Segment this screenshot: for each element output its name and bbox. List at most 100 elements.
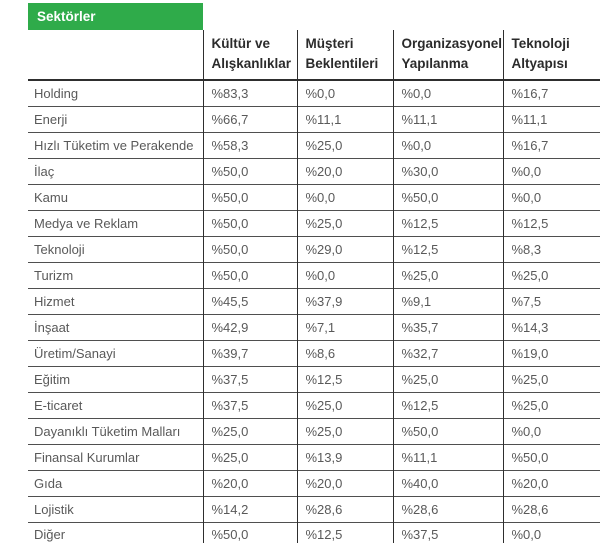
value-cell: %50,0 — [202, 521, 297, 543]
sector-name-cell: Lojistik — [28, 495, 203, 522]
table-row: Diğer %50,0 %12,5 %37,5 %0,0 — [28, 521, 600, 543]
value-cell: %12,5 — [296, 521, 393, 543]
value-cell: %20,0 — [296, 157, 393, 184]
sectors-table: Kültür ve Alışkanlıklar Müşteri Beklenti… — [28, 30, 600, 543]
value-cell: %29,0 — [296, 235, 393, 262]
value-cell: %50,0 — [392, 183, 503, 210]
value-cell: %25,0 — [296, 209, 393, 236]
sector-name-cell: İlaç — [28, 157, 203, 184]
value-cell: %25,0 — [296, 391, 393, 418]
value-cell: %0,0 — [502, 183, 600, 210]
value-cell: %12,5 — [392, 391, 503, 418]
value-cell: %0,0 — [392, 79, 503, 106]
value-cell: %0,0 — [296, 183, 393, 210]
value-cell: %50,0 — [202, 183, 297, 210]
value-cell: %50,0 — [392, 417, 503, 444]
value-cell: %25,0 — [296, 417, 393, 444]
table-row: Dayanıklı Tüketim Malları %25,0 %25,0 %50,0… — [28, 417, 600, 444]
sectors-table-block: Sektörler Kültür ve Alışkanlıklar Müşter… — [28, 3, 600, 543]
value-cell: %11,1 — [392, 105, 503, 132]
value-cell: %20,0 — [202, 469, 297, 496]
sector-name-cell: Eğitim — [28, 365, 203, 392]
value-cell: %39,7 — [202, 339, 297, 366]
value-cell: %25,0 — [502, 261, 600, 288]
table-row: E-ticaret %37,5 %25,0 %12,5 %25,0 — [28, 391, 600, 418]
value-cell: %11,1 — [502, 105, 600, 132]
value-cell: %20,0 — [502, 469, 600, 496]
value-cell: %0,0 — [296, 261, 393, 288]
sector-name-cell: Kamu — [28, 183, 203, 210]
value-cell: %0,0 — [502, 417, 600, 444]
value-cell: %16,7 — [502, 79, 600, 106]
column-header-kultur: Kültür ve Alışkanlıklar — [202, 30, 297, 81]
value-cell: %50,0 — [202, 261, 297, 288]
table-row: Üretim/Sanayi %39,7 %8,6 %32,7 %19,0 — [28, 339, 600, 366]
table-row: Gıda %20,0 %20,0 %40,0 %20,0 — [28, 469, 600, 496]
value-cell: %50,0 — [202, 235, 297, 262]
sector-name-cell: Finansal Kurumlar — [28, 443, 203, 470]
sector-name-cell: Teknoloji — [28, 235, 203, 262]
value-cell: %58,3 — [202, 131, 297, 158]
table-row: Teknoloji %50,0 %29,0 %12,5 %8,3 — [28, 235, 600, 262]
value-cell: %13,9 — [296, 443, 393, 470]
sector-name-cell: Üretim/Sanayi — [28, 339, 203, 366]
value-cell: %25,0 — [502, 365, 600, 392]
value-cell: %11,1 — [392, 443, 503, 470]
value-cell: %25,0 — [202, 443, 297, 470]
value-cell: %7,5 — [502, 287, 600, 314]
value-cell: %9,1 — [392, 287, 503, 314]
sector-name-cell: Gıda — [28, 469, 203, 496]
value-cell: %14,2 — [202, 495, 297, 522]
table-row: İlaç %50,0 %20,0 %30,0 %0,0 — [28, 157, 600, 184]
value-cell: %40,0 — [392, 469, 503, 496]
value-cell: %11,1 — [296, 105, 393, 132]
value-cell: %25,0 — [296, 131, 393, 158]
value-cell: %50,0 — [502, 443, 600, 470]
table-row: Hizmet %45,5 %37,9 %9,1 %7,5 — [28, 287, 600, 314]
value-cell: %37,5 — [392, 521, 503, 543]
value-cell: %12,5 — [296, 365, 393, 392]
table-header: Kültür ve Alışkanlıklar Müşteri Beklenti… — [28, 30, 600, 81]
table-title-sektorler: Sektörler — [28, 3, 203, 30]
sector-name-cell: Turizm — [28, 261, 203, 288]
sector-name-cell: Hızlı Tüketim ve Perakende — [28, 131, 203, 158]
sector-name-cell: E-ticaret — [28, 391, 203, 418]
value-cell: %66,7 — [202, 105, 297, 132]
value-cell: %14,3 — [502, 313, 600, 340]
value-cell: %25,0 — [392, 261, 503, 288]
value-cell: %28,6 — [296, 495, 393, 522]
value-cell: %16,7 — [502, 131, 600, 158]
value-cell: %45,5 — [202, 287, 297, 314]
value-cell: %19,0 — [502, 339, 600, 366]
table-row: Holding %83,3 %0,0 %0,0 %16,7 — [28, 79, 600, 106]
value-cell: %25,0 — [502, 391, 600, 418]
value-cell: %8,6 — [296, 339, 393, 366]
sector-name-cell: Medya ve Reklam — [28, 209, 203, 236]
value-cell: %25,0 — [392, 365, 503, 392]
table-row: Lojistik %14,2 %28,6 %28,6 %28,6 — [28, 495, 600, 522]
column-header-teknoloji: Teknoloji Altyapısı — [502, 30, 600, 81]
sector-column-header — [28, 30, 203, 81]
value-cell: %83,3 — [202, 79, 297, 106]
value-cell: %0,0 — [296, 79, 393, 106]
sector-name-cell: Holding — [28, 79, 203, 106]
value-cell: %12,5 — [502, 209, 600, 236]
sector-name-cell: Enerji — [28, 105, 203, 132]
value-cell: %12,5 — [392, 235, 503, 262]
value-cell: %12,5 — [392, 209, 503, 236]
sector-name-cell: İnşaat — [28, 313, 203, 340]
value-cell: %35,7 — [392, 313, 503, 340]
table-row: Kamu %50,0 %0,0 %50,0 %0,0 — [28, 183, 600, 210]
value-cell: %30,0 — [392, 157, 503, 184]
table-row: Turizm %50,0 %0,0 %25,0 %25,0 — [28, 261, 600, 288]
value-cell: %28,6 — [392, 495, 503, 522]
value-cell: %8,3 — [502, 235, 600, 262]
sector-name-cell: Dayanıklı Tüketim Malları — [28, 417, 203, 444]
value-cell: %25,0 — [202, 417, 297, 444]
value-cell: %42,9 — [202, 313, 297, 340]
value-cell: %32,7 — [392, 339, 503, 366]
value-cell: %0,0 — [502, 157, 600, 184]
table-row: Medya ve Reklam %50,0 %25,0 %12,5 %12,5 — [28, 209, 600, 236]
table-row: Eğitim %37,5 %12,5 %25,0 %25,0 — [28, 365, 600, 392]
